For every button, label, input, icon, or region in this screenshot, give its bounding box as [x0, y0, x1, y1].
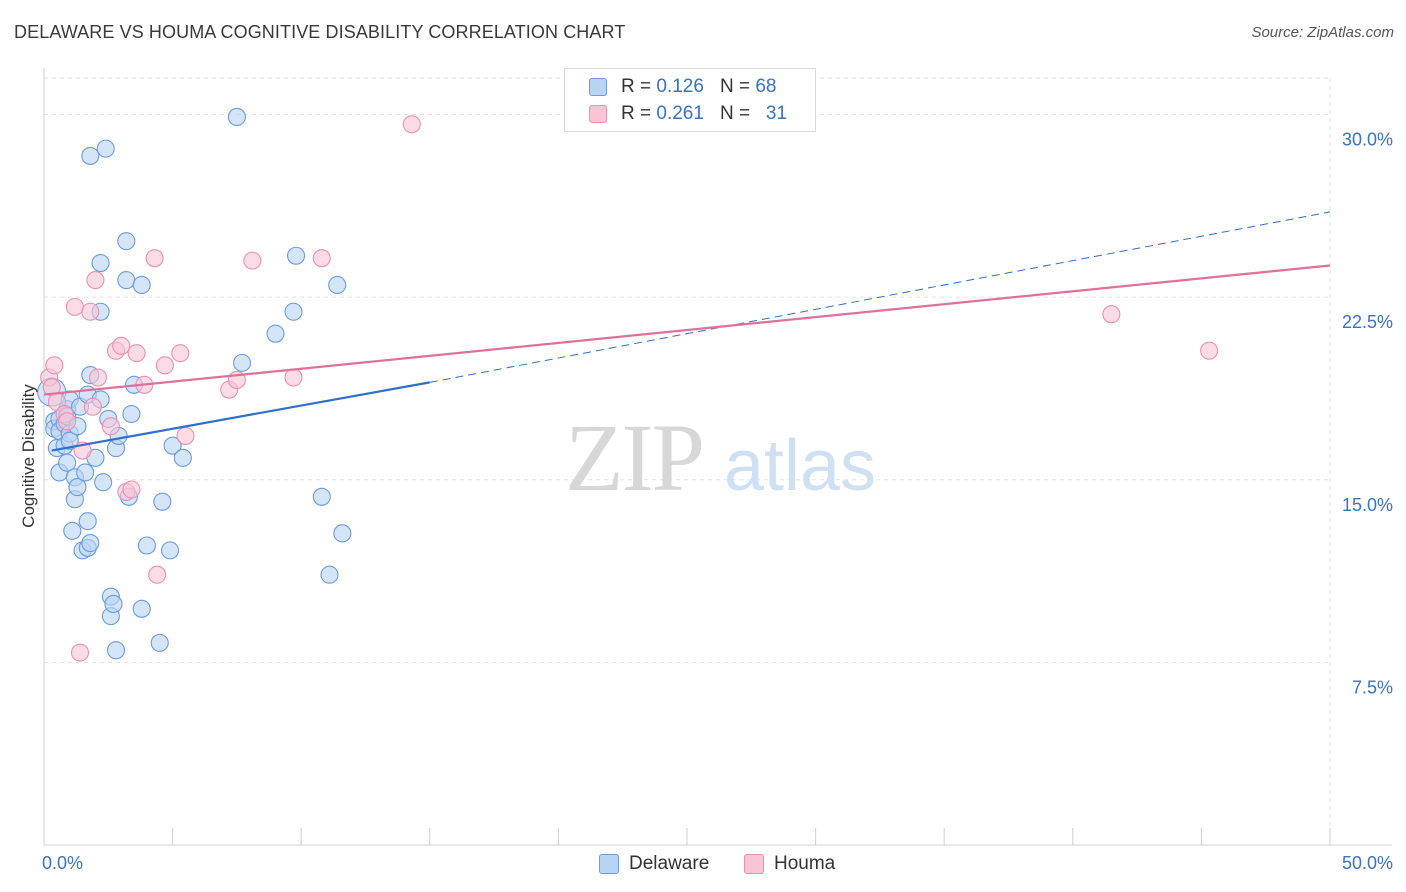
houma-point: [127, 344, 146, 363]
delaware-point: [132, 275, 151, 295]
legend-item-delaware: Delaware: [599, 851, 709, 877]
houma-n-value: 31: [765, 103, 788, 124]
legend-row-houma: R = 0.261 N = 31: [589, 101, 787, 127]
delaware-point: [78, 512, 97, 531]
delaware-point: [132, 599, 151, 618]
houma-point: [171, 344, 190, 363]
houma-point: [86, 271, 105, 290]
delaware-point: [137, 536, 156, 555]
houma-swatch: [589, 105, 607, 123]
houma-r-label: R =: [621, 103, 652, 124]
houma-point: [70, 643, 90, 662]
delaware-point: [320, 565, 339, 584]
delaware-point: [106, 641, 126, 660]
x-tick-label: 50.0%: [1342, 853, 1393, 873]
houma-point: [1200, 341, 1219, 360]
houma-point: [58, 412, 77, 431]
houma-point: [176, 426, 195, 445]
delaware-point: [284, 302, 303, 321]
houma-n-label: N =: [719, 103, 751, 124]
delaware-point: [287, 246, 306, 265]
houma-point: [83, 397, 102, 416]
series-houma-points: [40, 115, 1219, 662]
x-tick-labels: 0.0% 50.0%: [42, 853, 1393, 873]
legend-item-houma: Houma: [744, 851, 835, 877]
delaware-point: [122, 404, 141, 424]
y-tick-label: 15.0%: [1342, 495, 1393, 515]
delaware-r-label: R =: [621, 76, 652, 97]
delaware-point: [81, 534, 100, 553]
x-tick-label: 0.0%: [42, 853, 83, 873]
y-tick-label: 7.5%: [1352, 677, 1393, 697]
delaware-swatch: [589, 78, 607, 96]
legend-row-delaware: R = 0.126 N = 68: [589, 74, 776, 100]
delaware-point: [160, 541, 180, 560]
houma-legend-swatch: [744, 854, 764, 874]
watermark: ZIP atlas: [565, 404, 876, 511]
trend-lines: [43, 211, 1331, 452]
houma-point: [101, 417, 120, 436]
delaware-point: [117, 271, 136, 290]
houma-legend-label: Houma: [774, 853, 836, 874]
houma-point: [402, 115, 421, 134]
delaware-legend-label: Delaware: [629, 853, 710, 874]
y-tick-labels: 7.5% 15.0% 22.5% 30.0%: [1342, 130, 1393, 698]
delaware-point: [163, 436, 182, 455]
houma-r-value: 0.261: [656, 103, 704, 124]
delaware-point: [312, 487, 331, 506]
delaware-legend-swatch: [599, 854, 619, 874]
correlation-legend: R = 0.126 N = 68 R = 0.261 N = 31: [564, 68, 816, 132]
y-tick-label: 22.5%: [1342, 312, 1393, 332]
houma-trend-line: [43, 264, 1331, 396]
delaware-point: [232, 353, 252, 372]
houma-point: [145, 249, 164, 268]
delaware-point: [60, 431, 79, 450]
delaware-trend-extension: [429, 211, 1331, 383]
delaware-trend-line: [51, 381, 430, 452]
delaware-point: [328, 275, 347, 295]
houma-point: [65, 297, 84, 316]
delaware-point: [333, 524, 352, 543]
source-label: Source: ZipAtlas.com: [1251, 24, 1394, 41]
delaware-point: [94, 473, 113, 492]
houma-point: [45, 356, 64, 375]
houma-point: [243, 251, 262, 270]
watermark-atlas: atlas: [724, 426, 876, 506]
delaware-point: [81, 146, 100, 165]
houma-point: [122, 480, 141, 499]
delaware-r-value: 0.126: [656, 76, 704, 97]
delaware-point: [227, 107, 246, 127]
houma-point: [155, 356, 174, 375]
delaware-n-label: N =: [719, 76, 751, 97]
delaware-point: [117, 232, 136, 251]
chart-title: DELAWARE VS HOUMA COGNITIVE DISABILITY C…: [14, 22, 626, 42]
series-delaware-points: [37, 107, 352, 660]
delaware-point: [63, 521, 82, 540]
y-tick-label: 30.0%: [1342, 130, 1393, 150]
delaware-point: [68, 478, 87, 497]
delaware-point: [173, 448, 192, 467]
y-axis-label: Cognitive Disability: [19, 384, 38, 528]
houma-point: [88, 368, 108, 387]
houma-point: [1102, 305, 1121, 324]
delaware-point: [58, 453, 77, 472]
delaware-n-value: 68: [755, 76, 777, 97]
delaware-point: [104, 594, 123, 613]
delaware-point: [96, 139, 115, 158]
houma-point: [312, 249, 331, 268]
delaware-point: [150, 633, 169, 652]
axes: [43, 68, 1392, 846]
delaware-point: [266, 324, 285, 343]
houma-point: [112, 336, 131, 355]
delaware-point: [153, 492, 172, 511]
delaware-point: [91, 254, 110, 273]
houma-point: [148, 565, 167, 584]
watermark-zip: ZIP: [565, 404, 703, 511]
houma-point: [284, 368, 303, 387]
delaware-point: [76, 463, 95, 482]
houma-point: [81, 302, 100, 321]
